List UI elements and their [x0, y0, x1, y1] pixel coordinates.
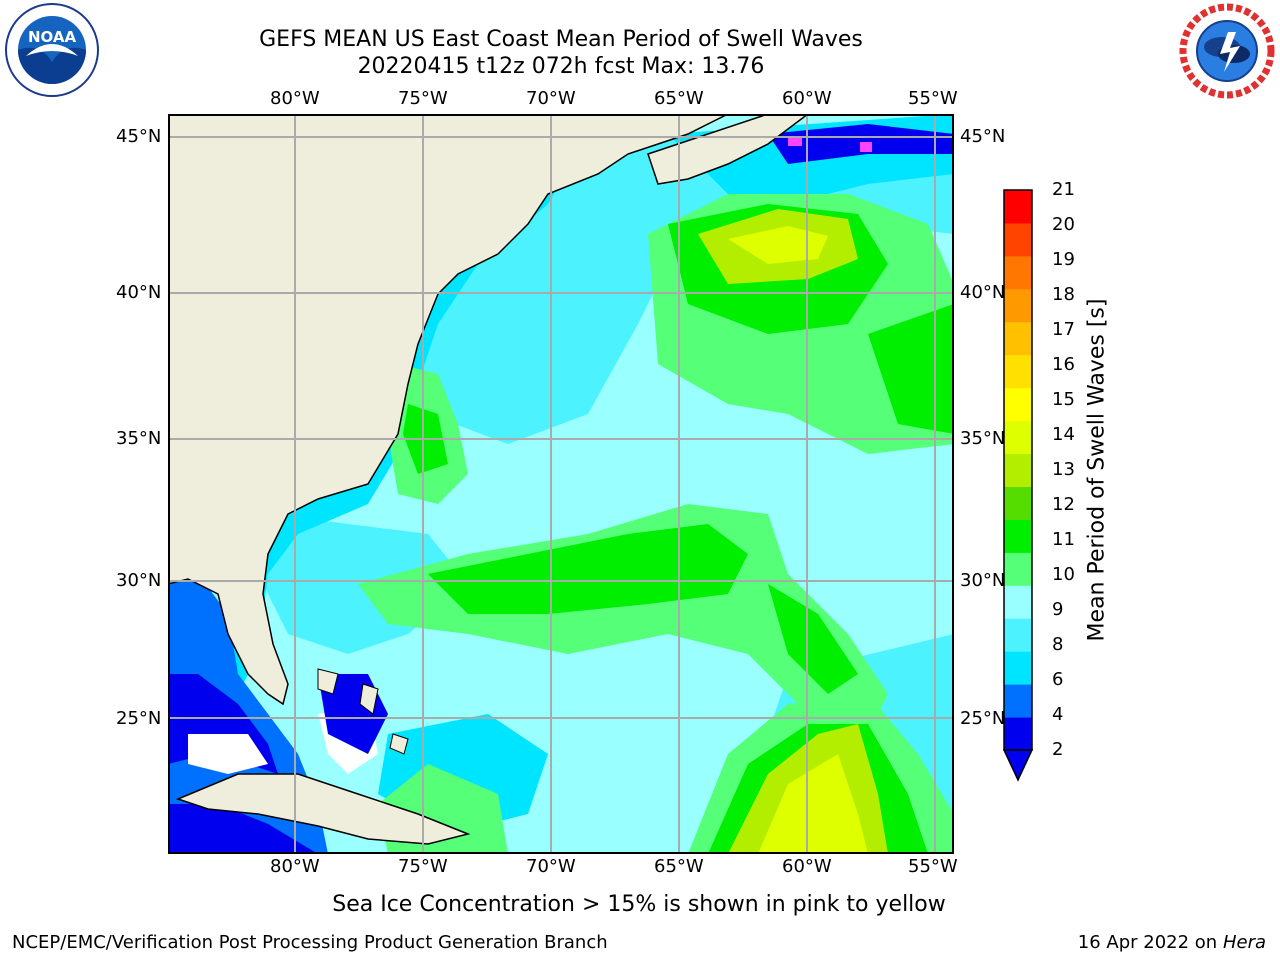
lon-label-bottom-65w: 65°W — [654, 856, 704, 877]
lat-label-left-25n: 25°N — [116, 708, 162, 729]
region-green-core-4 — [868, 304, 954, 434]
colorbar-tick-label: 19 — [1052, 249, 1075, 270]
colorbar-segment — [1004, 618, 1032, 652]
colorbar-frame — [1003, 189, 1033, 751]
colorbar-tick-label: 14 — [1052, 424, 1075, 445]
colorbar-tick-label: 6 — [1052, 669, 1064, 690]
colorbar-tick-label: 17 — [1052, 319, 1075, 340]
colorbar-segment — [1004, 717, 1032, 751]
region-green-core-1 — [428, 524, 748, 614]
colorbar-segment — [1004, 684, 1032, 718]
colorbar — [1002, 189, 1034, 782]
lon-label-bottom-70w: 70°W — [526, 856, 576, 877]
lat-label-left-40n: 40°N — [116, 282, 162, 303]
colorbar-tick-label: 21 — [1052, 179, 1075, 200]
lon-label-top-60w: 60°W — [782, 88, 832, 109]
lat-label-right-45n: 45°N — [960, 126, 1006, 147]
footer-right: 16 Apr 2022 on Hera — [1078, 932, 1266, 953]
colorbar-tick-label: 20 — [1052, 214, 1075, 235]
sea-ice-note: Sea Ice Concentration > 15% is shown in … — [332, 892, 946, 917]
colorbar-segment — [1004, 519, 1032, 553]
colorbar-segment — [1004, 190, 1032, 224]
colorbar-segment — [1004, 585, 1032, 619]
footer-host: Hera — [1222, 932, 1266, 953]
colorbar-segment — [1004, 288, 1032, 323]
lon-label-top-65w: 65°W — [654, 88, 704, 109]
lon-label-top-55w: 55°W — [908, 88, 958, 109]
lat-label-right-40n: 40°N — [960, 282, 1006, 303]
graticule — [168, 114, 954, 854]
noaa-logo: NOAA — [5, 3, 99, 97]
region-white-shallow-1 — [188, 734, 268, 774]
colorbar-tick-label: 15 — [1052, 389, 1075, 410]
colorbar-tick-label: 10 — [1052, 564, 1075, 585]
colorbar-tick-label: 8 — [1052, 634, 1064, 655]
colorbar-segment — [1004, 651, 1032, 685]
colorbar-segment — [1004, 354, 1032, 389]
sea-ice-marker-2 — [860, 142, 872, 152]
footer-left: NCEP/EMC/Verification Post Processing Pr… — [12, 932, 608, 953]
map-panel — [168, 114, 954, 854]
colorbar-segment — [1004, 255, 1032, 290]
colorbar-title: Mean Period of Swell Waves [s] — [1084, 298, 1110, 642]
chart-title: GEFS MEAN US East Coast Mean Period of S… — [259, 27, 863, 52]
lon-label-bottom-60w: 60°W — [782, 856, 832, 877]
lon-label-bottom-55w: 55°W — [908, 856, 958, 877]
colorbar-segment — [1004, 222, 1032, 257]
colorbar-segment — [1004, 420, 1032, 455]
lon-label-top-75w: 75°W — [398, 88, 448, 109]
region-yellow-north-core — [728, 226, 828, 264]
lon-label-bottom-80w: 80°W — [270, 856, 320, 877]
colorbar-segment — [1004, 321, 1032, 356]
colorbar-extend-triangle — [1002, 749, 1034, 782]
region-yellow-south-core — [758, 754, 868, 854]
map-frame — [168, 114, 954, 854]
land-bahamas-1 — [317, 668, 339, 695]
sea-ice-marker-1 — [788, 136, 802, 146]
lat-label-right-35n: 35°N — [960, 428, 1006, 449]
colorbar-tick-label: 4 — [1052, 704, 1064, 725]
colorbar-segment — [1004, 552, 1032, 586]
colorbar-tick-label: 13 — [1052, 459, 1075, 480]
colorbar-tick-label: 2 — [1052, 739, 1064, 760]
lat-label-left-45n: 45°N — [116, 126, 162, 147]
lat-label-left-30n: 30°N — [116, 570, 162, 591]
colorbar-tick-label: 11 — [1052, 529, 1075, 550]
footer-date: 16 Apr 2022 on — [1077, 932, 1223, 953]
chart-subtitle: 20220415 t12z 072h fcst Max: 13.76 — [357, 54, 765, 79]
region-deep-blue-caribbean — [168, 804, 318, 854]
nws-logo — [1179, 3, 1275, 99]
svg-text:NOAA: NOAA — [28, 28, 77, 46]
colorbar-segment — [1004, 453, 1032, 487]
lat-label-right-25n: 25°N — [960, 708, 1006, 729]
lon-label-top-70w: 70°W — [526, 88, 576, 109]
land-bahamas-3 — [389, 733, 409, 755]
land-bahamas-2 — [359, 683, 379, 715]
colorbar-tick-label: 18 — [1052, 284, 1075, 305]
lon-label-bottom-75w: 75°W — [398, 856, 448, 877]
colorbar-segment — [1004, 387, 1032, 422]
colorbar-segments — [1004, 190, 1032, 751]
colorbar-tick-label: 9 — [1052, 599, 1064, 620]
colorbar-tick-label: 16 — [1052, 354, 1075, 375]
region-green-core-2 — [768, 584, 858, 694]
lon-label-top-80w: 80°W — [270, 88, 320, 109]
colorbar-tick-label: 12 — [1052, 494, 1075, 515]
land-us-east — [168, 114, 729, 706]
land-cuba — [175, 773, 471, 845]
colorbar-segment — [1004, 486, 1032, 520]
land-maritimes — [647, 114, 810, 185]
lat-label-right-30n: 30°N — [960, 570, 1006, 591]
lat-label-left-35n: 35°N — [116, 428, 162, 449]
